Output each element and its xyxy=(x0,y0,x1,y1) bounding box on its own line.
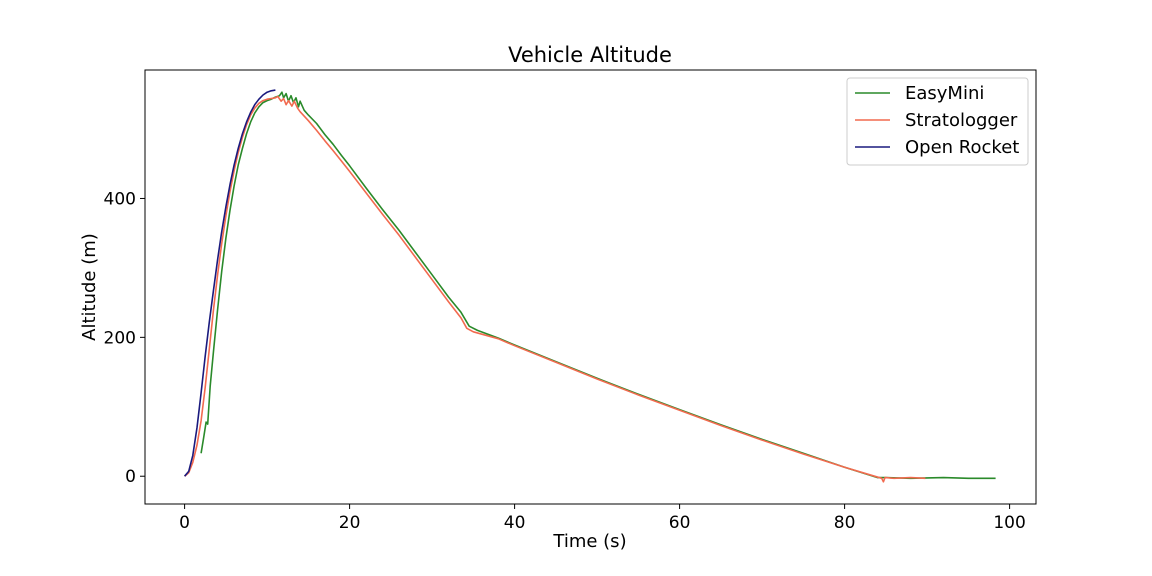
y-axis-label: Altitude (m) xyxy=(79,233,100,341)
legend-label-stratologger: Stratologger xyxy=(905,110,1018,131)
y-tick-label: 400 xyxy=(104,189,136,209)
legend: EasyMini Stratologger Open Rocket xyxy=(846,77,1029,166)
y-tick-label: 200 xyxy=(104,328,136,348)
x-tick-label: 40 xyxy=(504,513,526,533)
y-tick-label: 0 xyxy=(125,467,136,487)
x-tick-label: 80 xyxy=(834,513,856,533)
x-tick-label: 100 xyxy=(993,513,1025,533)
plot-frame xyxy=(144,69,1037,505)
x-tick-label: 20 xyxy=(339,513,361,533)
series-layer xyxy=(183,89,996,483)
series-line-open-rocket xyxy=(183,89,276,477)
x-axis-label: Time (s) xyxy=(552,531,626,552)
chart-title: Vehicle Altitude xyxy=(508,43,672,67)
legend-box xyxy=(846,77,1029,166)
y-axis-ticks: 0 200 400 xyxy=(104,189,145,487)
x-tick-label: 0 xyxy=(179,513,190,533)
legend-label-easymini: EasyMini xyxy=(905,83,984,104)
x-tick-label: 60 xyxy=(669,513,691,533)
series-line-stratologger xyxy=(184,95,926,483)
legend-label-open-rocket: Open Rocket xyxy=(905,137,1019,158)
x-axis-ticks: 0 20 40 60 80 100 xyxy=(179,504,1026,533)
